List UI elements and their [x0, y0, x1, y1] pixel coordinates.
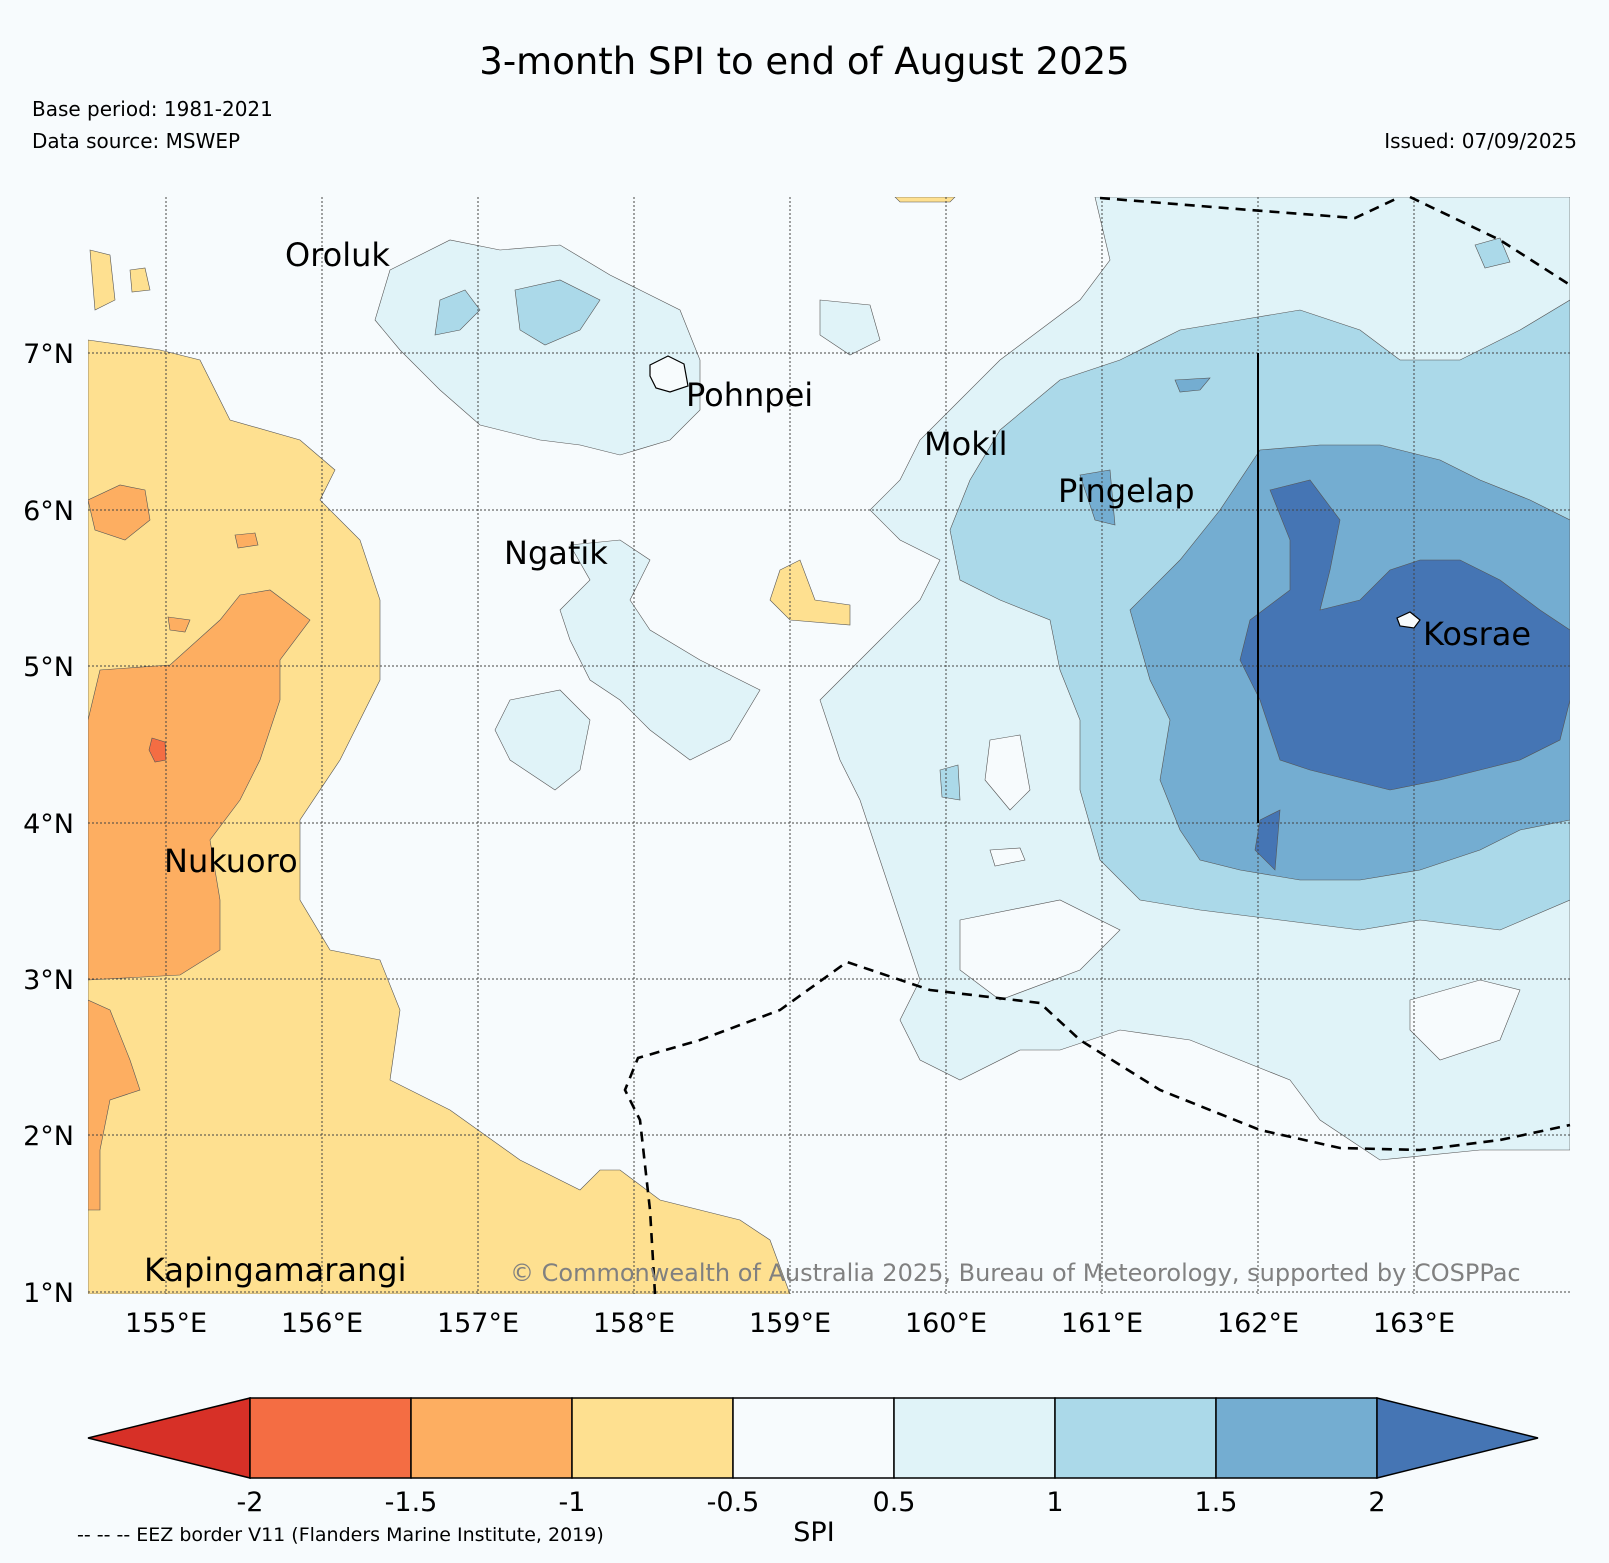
lon-tick: 156°E [281, 1308, 363, 1339]
colorbar-tick: -0.5 [707, 1487, 760, 1518]
colorbar-extend-low [87, 1397, 251, 1479]
colorbar-bin [571, 1397, 734, 1479]
colorbar-bin [249, 1397, 412, 1479]
lon-tick: 155°E [125, 1308, 207, 1339]
colorbar-bin [410, 1397, 573, 1479]
place-label-ngatik: Ngatik [504, 534, 608, 572]
colorbar-extend-high [1376, 1397, 1539, 1479]
colorbar-bin [732, 1397, 895, 1479]
base-period-note: Base period: 1981-2021 [32, 97, 273, 121]
spi-very-wet-core [1239, 479, 1570, 791]
lat-tick: 2°N [23, 1121, 74, 1152]
graticule [88, 197, 1570, 1294]
place-label-pohnpei: Pohnpei [686, 376, 813, 414]
place-label-nukuoro: Nukuoro [164, 842, 298, 880]
pohnpei-island-shape [649, 355, 689, 393]
spi-dry-field-west [88, 339, 791, 1294]
colorbar-bin [1054, 1397, 1217, 1479]
colorbar-tick: -2 [237, 1487, 264, 1518]
lon-tick: 162°E [1217, 1308, 1299, 1339]
colorbar-tick: 2 [1368, 1487, 1385, 1518]
kosrae-island-shape [1396, 611, 1421, 629]
lon-tick: 157°E [437, 1308, 519, 1339]
spi-contour-fields [88, 197, 1570, 1294]
colorbar-bin [1215, 1397, 1378, 1479]
lat-tick: 3°N [23, 965, 74, 996]
colorbar [87, 1397, 1539, 1479]
map-title: 3-month SPI to end of August 2025 [479, 40, 1130, 83]
data-source-note: Data source: MSWEP [32, 129, 241, 153]
lat-tick: 5°N [23, 652, 74, 683]
lat-tick: 1°N [23, 1278, 74, 1309]
colorbar-tick: -1 [559, 1487, 586, 1518]
lon-tick: 163°E [1373, 1308, 1455, 1339]
lon-tick: 159°E [749, 1308, 831, 1339]
colorbar-tick: 1 [1046, 1487, 1063, 1518]
lon-tick: 160°E [905, 1308, 987, 1339]
issued-date: Issued: 07/09/2025 [1384, 129, 1577, 153]
colorbar-tick: 1.5 [1195, 1487, 1238, 1518]
lon-tick: 161°E [1061, 1308, 1143, 1339]
spi-moderate-dry-area [88, 589, 311, 981]
eez-border [623, 195, 1571, 1295]
eez-legend-note: -- -- -- EEZ border V11 (Flanders Marine… [77, 1524, 604, 1546]
colorbar-bin [893, 1397, 1056, 1479]
lat-tick: 6°N [23, 496, 74, 527]
colorbar-tick: -1.5 [385, 1487, 438, 1518]
place-label-kosrae: Kosrae [1423, 615, 1531, 653]
colorbar-label: SPI [793, 1517, 834, 1548]
place-label-kapingamarangi: Kapingamarangi [144, 1251, 406, 1289]
lat-tick: 7°N [23, 339, 74, 370]
lon-tick: 158°E [593, 1308, 675, 1339]
place-label-oroluk: Oroluk [285, 236, 390, 274]
place-label-pingelap: Pingelap [1058, 472, 1195, 510]
place-label-mokil: Mokil [924, 425, 1008, 463]
lat-tick: 4°N [23, 809, 74, 840]
copyright-notice: © Commonwealth of Australia 2025, Bureau… [510, 1259, 1521, 1287]
colorbar-tick: 0.5 [873, 1487, 916, 1518]
